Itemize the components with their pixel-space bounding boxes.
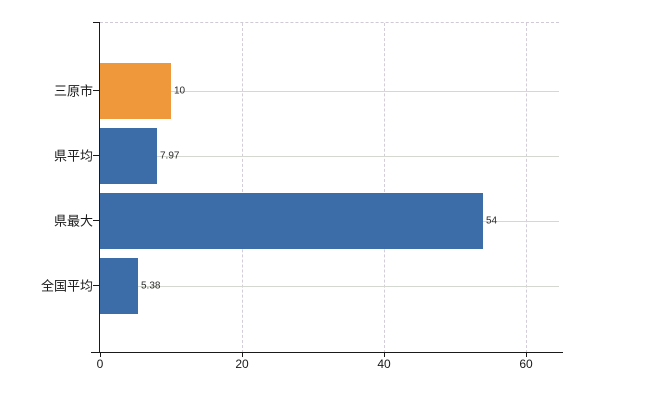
v-gridline [526,23,527,353]
v-gridline [384,23,385,353]
category-label: 県最大 [53,213,93,229]
category-label: 全国平均 [40,278,93,294]
v-gridline [242,23,243,353]
bar [100,128,157,184]
bar [100,63,171,119]
plot-area: 10 7.97 54 5.38 [100,22,559,353]
bar-value-label: 10 [174,85,186,97]
category-label: 三原市 [53,83,93,99]
bar [100,258,138,314]
y-axis-tick [93,90,100,91]
y-axis-tick [93,220,100,221]
x-axis-tick [384,353,385,357]
bar-value-label: 54 [486,215,498,227]
x-tick-label: 0 [96,357,104,371]
h-gridline [100,91,559,92]
bar [100,193,483,249]
x-axis-tick [242,353,243,357]
x-axis-tick [100,353,101,357]
x-axis-line [91,352,563,353]
y-axis-tick [93,155,100,156]
x-tick-label: 20 [235,357,249,371]
y-axis-line [99,22,100,352]
x-axis-tick [526,353,527,357]
h-gridline [100,286,559,287]
bar-value-label: 5.38 [141,280,161,292]
x-tick-label: 60 [519,357,533,371]
x-tick-label: 40 [377,357,391,371]
bar-value-label: 7.97 [160,150,180,162]
y-axis-end-tick [93,22,100,23]
h-gridline [100,156,559,157]
category-label: 県平均 [53,148,93,164]
y-axis-tick [93,285,100,286]
